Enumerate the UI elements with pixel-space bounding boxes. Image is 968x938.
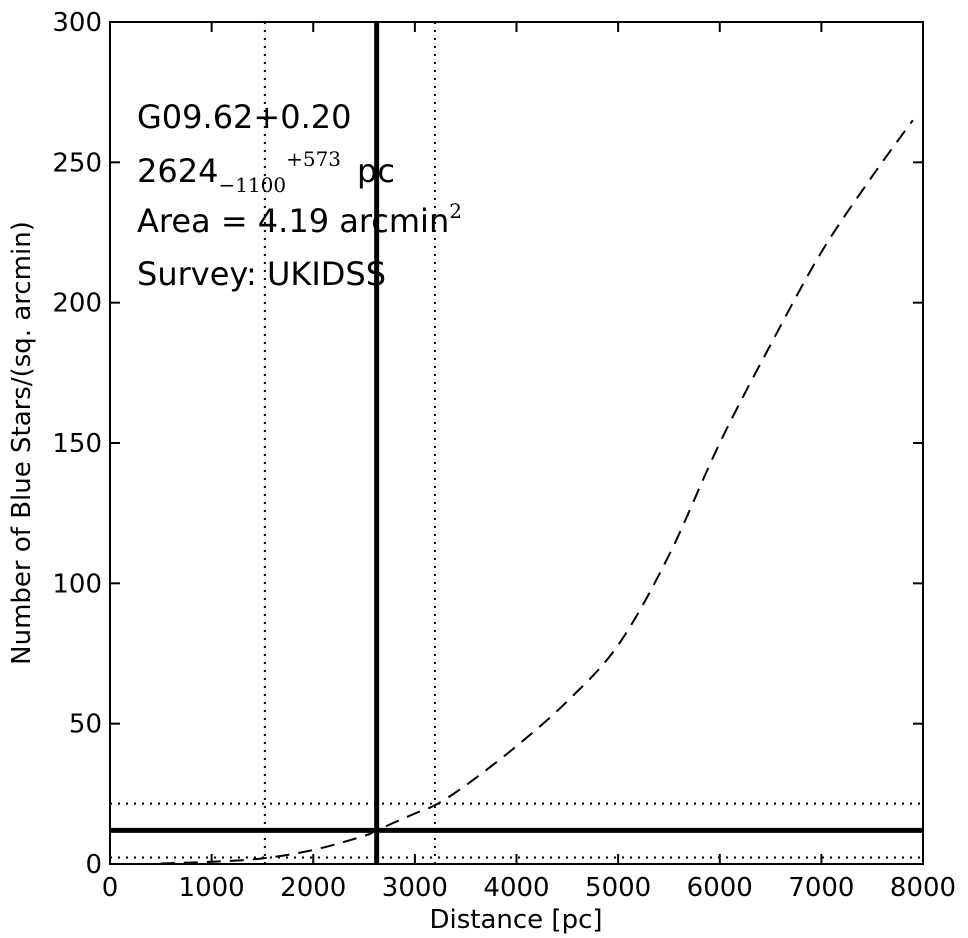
area-text: Area = 4.19 arcmin <box>137 202 449 240</box>
annotation-box: G09.62+0.20 2624−1100+573 pc Area = 4.19 … <box>137 98 462 293</box>
y-tick-label: 150 <box>52 429 102 459</box>
distance-value: 2624 <box>137 152 218 190</box>
series-line-0 <box>160 119 914 865</box>
survey-annotation: Survey: UKIDSS <box>137 255 386 293</box>
x-tick-label: 4000 <box>483 873 549 903</box>
x-tick-label: 3000 <box>382 873 448 903</box>
distance-lower-error: −1100 <box>218 173 286 197</box>
area-exponent: 2 <box>449 199 462 223</box>
x-tick-label: 0 <box>102 873 119 903</box>
x-tick-label: 8000 <box>890 873 956 903</box>
distance-upper-error: +573 <box>286 147 341 171</box>
x-axis-title: Distance [pc] <box>429 905 602 935</box>
x-tick-label: 2000 <box>280 873 346 903</box>
y-tick-label: 200 <box>52 289 102 319</box>
distance-unit: pc <box>357 152 395 190</box>
y-tick-label: 250 <box>52 148 102 178</box>
series-layer <box>160 119 914 865</box>
x-tick-label: 7000 <box>788 873 854 903</box>
source-name: G09.62+0.20 <box>137 98 351 136</box>
plot-area <box>110 22 923 864</box>
ticks-layer: 0 1000 2000 3000 4000 5000 6000 7000 8000 0 50 100 1… <box>52 8 956 903</box>
distance-annotation: 2624−1100+573 pc <box>137 147 395 197</box>
y-tick-label: 300 <box>52 8 102 38</box>
plot-frame <box>109 21 924 865</box>
y-tick-label: 0 <box>85 850 102 880</box>
area-annotation: Area = 4.19 arcmin2 <box>137 199 462 240</box>
y-tick-label: 50 <box>69 710 102 740</box>
x-tick-label: 6000 <box>687 873 753 903</box>
y-axis-title: Number of Blue Stars/(sq. arcmin) <box>7 221 37 665</box>
x-tick-label: 5000 <box>585 873 651 903</box>
y-tick-label: 100 <box>52 569 102 599</box>
x-tick-label: 1000 <box>179 873 245 903</box>
reference-lines <box>110 22 923 864</box>
